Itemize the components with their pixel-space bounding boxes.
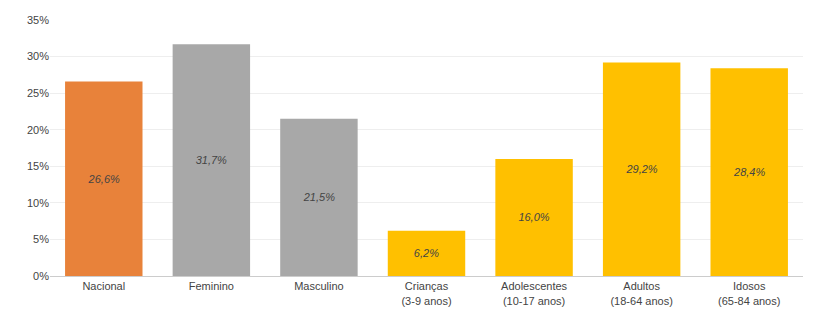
svg-text:Feminino: Feminino	[189, 280, 234, 292]
svg-text:10%: 10%	[27, 197, 49, 209]
svg-text:5%: 5%	[33, 233, 49, 245]
svg-text:Adultos(18-64 anos): Adultos(18-64 anos)	[610, 280, 672, 306]
svg-text:0%: 0%	[33, 270, 49, 282]
svg-text:31,7%: 31,7%	[196, 154, 227, 166]
svg-text:16,0%: 16,0%	[518, 211, 549, 223]
svg-text:Nacional: Nacional	[82, 280, 125, 292]
svg-text:Crianças(3-9 anos): Crianças(3-9 anos)	[401, 280, 451, 306]
svg-text:6,2%: 6,2%	[414, 247, 439, 259]
svg-text:25%: 25%	[27, 87, 49, 99]
svg-text:35%: 35%	[27, 14, 49, 26]
svg-text:29,2%: 29,2%	[625, 163, 657, 175]
svg-text:Idosos(65-84 anos): Idosos(65-84 anos)	[718, 280, 780, 306]
svg-text:21,5%: 21,5%	[303, 191, 335, 203]
svg-text:28,4%: 28,4%	[733, 166, 765, 178]
svg-text:30%: 30%	[27, 50, 49, 62]
svg-text:15%: 15%	[27, 160, 49, 172]
svg-text:26,6%: 26,6%	[88, 173, 120, 185]
svg-text:Adolescentes(10-17 anos): Adolescentes(10-17 anos)	[501, 280, 568, 306]
svg-text:Masculino: Masculino	[294, 280, 344, 292]
svg-text:20%: 20%	[27, 124, 49, 136]
